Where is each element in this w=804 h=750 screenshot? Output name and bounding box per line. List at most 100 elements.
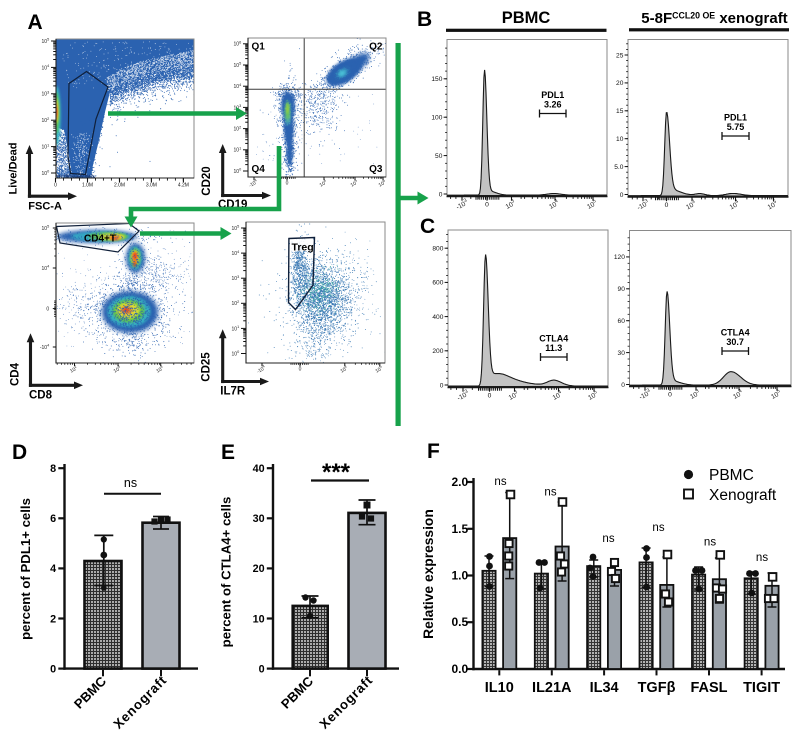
svg-text:0: 0 (286, 181, 289, 187)
svg-text:ns: ns (602, 533, 614, 545)
svg-text:10: 10 (253, 613, 265, 625)
svg-text:D: D (12, 441, 27, 464)
svg-text:15: 15 (616, 108, 624, 115)
svg-text:CD25: CD25 (200, 352, 212, 382)
svg-text:90: 90 (618, 286, 626, 293)
svg-text:11.3: 11.3 (545, 343, 562, 353)
svg-text:20: 20 (616, 80, 624, 87)
svg-text:ns: ns (704, 537, 716, 549)
svg-text:101: 101 (42, 143, 50, 150)
svg-text:101: 101 (234, 147, 242, 154)
svg-text:percent of PDL1+ cells: percent of PDL1+ cells (18, 498, 33, 640)
svg-text:A: A (28, 11, 43, 34)
svg-text:TIGIT: TIGIT (743, 680, 780, 696)
svg-text:106: 106 (377, 179, 387, 189)
svg-text:1.0M: 1.0M (82, 183, 93, 189)
svg-text:IL21A: IL21A (532, 680, 572, 696)
svg-text:IL34: IL34 (590, 680, 619, 696)
svg-text:102: 102 (42, 117, 50, 124)
svg-text:PDL1: PDL1 (541, 90, 564, 100)
svg-text:Treg: Treg (292, 242, 314, 254)
svg-text:104: 104 (42, 265, 50, 272)
svg-text:600: 600 (432, 280, 443, 287)
svg-text:ns: ns (494, 476, 506, 488)
svg-text:60: 60 (618, 318, 626, 325)
svg-text:Q1: Q1 (252, 42, 266, 53)
svg-text:20: 20 (253, 563, 265, 575)
svg-text:PBMC: PBMC (502, 9, 551, 27)
svg-text:100: 100 (431, 115, 442, 122)
svg-text:0: 0 (620, 192, 624, 199)
svg-text:0: 0 (299, 367, 302, 373)
svg-text:106: 106 (234, 41, 242, 48)
svg-text:5-8FCCL20 OE xenograft: 5-8FCCL20 OE xenograft (641, 10, 787, 27)
svg-text:200: 200 (432, 348, 443, 355)
svg-text:F: F (427, 440, 440, 463)
svg-text:30: 30 (618, 350, 626, 357)
svg-text:800: 800 (432, 246, 443, 253)
svg-text:0: 0 (668, 392, 672, 399)
svg-text:10: 10 (616, 136, 624, 143)
svg-text:-104: -104 (255, 364, 267, 375)
svg-text:105: 105 (234, 62, 242, 69)
svg-text:103: 103 (232, 275, 240, 282)
svg-text:B: B (417, 8, 432, 31)
svg-text:102: 102 (69, 365, 79, 375)
svg-text:4: 4 (50, 563, 56, 575)
svg-text:400: 400 (432, 314, 443, 321)
svg-text:PDL1: PDL1 (724, 113, 747, 123)
svg-text:104: 104 (232, 250, 240, 257)
svg-text:PBMC: PBMC (709, 467, 754, 484)
svg-text:FASL: FASL (690, 680, 727, 696)
svg-text:50: 50 (435, 153, 443, 160)
svg-text:Relative expression: Relative expression (421, 509, 436, 639)
svg-text:CD20: CD20 (201, 166, 213, 195)
svg-text:IL7R: IL7R (220, 386, 246, 398)
svg-text:2.0: 2.0 (452, 475, 469, 489)
svg-text:percent of CTLA4+ cells: percent of CTLA4+ cells (219, 497, 234, 648)
svg-text:105: 105 (42, 225, 50, 232)
svg-text:102: 102 (234, 125, 242, 132)
svg-text:Q3: Q3 (369, 164, 383, 175)
svg-text:CTLA4: CTLA4 (539, 334, 568, 344)
svg-text:150: 150 (431, 76, 442, 83)
svg-text:8: 8 (50, 463, 56, 475)
svg-text:Q4: Q4 (252, 164, 266, 175)
svg-text:105: 105 (232, 225, 240, 232)
svg-text:0: 0 (440, 382, 444, 389)
svg-text:4.2M: 4.2M (178, 183, 189, 189)
svg-text:ns: ns (544, 487, 556, 499)
svg-text:0: 0 (485, 202, 489, 209)
svg-text:0.5: 0.5 (452, 615, 469, 629)
svg-text:CTLA4: CTLA4 (721, 328, 750, 338)
svg-text:101: 101 (232, 325, 240, 332)
svg-text:ns: ns (124, 476, 137, 490)
svg-text:IL10: IL10 (485, 680, 514, 696)
svg-text:25: 25 (616, 52, 624, 59)
svg-text:TGFβ: TGFβ (638, 680, 676, 696)
svg-text:2: 2 (50, 613, 56, 625)
svg-text:40: 40 (253, 463, 265, 475)
svg-text:104: 104 (42, 64, 50, 71)
svg-text:***: *** (322, 459, 351, 486)
svg-text:0: 0 (488, 393, 492, 400)
svg-text:2.0M: 2.0M (114, 183, 125, 189)
svg-text:104: 104 (339, 365, 349, 375)
svg-text:CD4: CD4 (10, 362, 22, 386)
svg-text:102: 102 (232, 300, 240, 307)
svg-text:104: 104 (318, 179, 328, 189)
svg-text:0: 0 (46, 307, 49, 313)
svg-text:120: 120 (614, 254, 625, 261)
svg-text:CD4+T: CD4+T (84, 234, 116, 245)
svg-text:FSC-A: FSC-A (28, 201, 62, 213)
svg-text:0: 0 (665, 202, 669, 209)
svg-text:105: 105 (349, 179, 359, 189)
svg-text:-104: -104 (247, 178, 259, 189)
svg-text:Live/Dead: Live/Dead (8, 143, 20, 195)
svg-text:0: 0 (54, 183, 57, 189)
svg-text:104: 104 (155, 365, 165, 375)
svg-text:103: 103 (234, 104, 242, 111)
svg-text:100: 100 (232, 350, 240, 357)
svg-text:30: 30 (253, 513, 265, 525)
svg-text:105: 105 (374, 365, 384, 375)
